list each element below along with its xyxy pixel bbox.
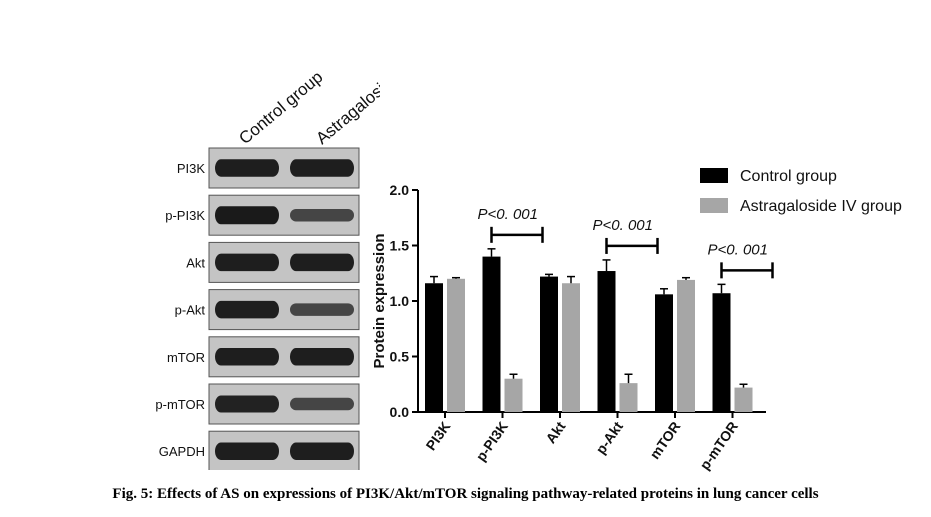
blot-row-label: PI3K — [177, 161, 206, 176]
protein-band — [290, 348, 354, 366]
protein-band — [215, 395, 279, 413]
protein-band — [215, 348, 279, 366]
y-tick-label: 1.5 — [390, 238, 410, 254]
bar-astragaloside-PI3K — [447, 278, 465, 412]
blot-row-label: p-PI3K — [165, 208, 205, 223]
x-tick-label: PI3K — [422, 419, 453, 454]
bar-astragaloside-Akt — [562, 283, 580, 412]
bar-astragaloside-mTOR — [677, 279, 695, 412]
x-tick-label: p-Akt — [592, 418, 626, 457]
bar-control-Akt — [540, 276, 558, 412]
blot-row-label: p-mTOR — [155, 397, 205, 412]
protein-band — [215, 206, 279, 225]
column-header-0: Control group — [235, 67, 326, 148]
bar-astragaloside-p-mTOR — [734, 387, 753, 412]
blot-row-label: GAPDH — [159, 444, 205, 459]
x-tick-label: mTOR — [646, 419, 683, 462]
protein-band — [290, 442, 354, 460]
bar-control-p-PI3K — [482, 256, 501, 412]
figure-caption: Fig. 5: Effects of AS on expressions of … — [112, 486, 819, 502]
blot-row-label: Akt — [186, 255, 205, 270]
y-tick-label: 1.0 — [390, 293, 410, 309]
significance-label: P<0. 001 — [593, 217, 653, 234]
protein-band — [215, 442, 279, 460]
y-tick-label: 2.0 — [390, 182, 410, 198]
significance-label: P<0. 001 — [478, 206, 538, 223]
legend-swatch-0 — [700, 168, 728, 183]
blot-row-label: mTOR — [167, 350, 205, 365]
protein-band — [215, 253, 279, 272]
y-tick-label: 0.5 — [390, 349, 410, 365]
protein-band — [290, 208, 354, 222]
legend-swatch-1 — [700, 198, 728, 213]
blot-row-label: p-Akt — [175, 303, 206, 318]
bar-control-PI3K — [425, 283, 443, 412]
protein-band — [290, 253, 354, 272]
legend-label-1: Astragaloside IV group — [740, 198, 902, 215]
bar-astragaloside-p-Akt — [619, 383, 638, 412]
legend-label-0: Control group — [740, 168, 837, 185]
bar-control-mTOR — [655, 294, 673, 412]
column-header-1: Astragaloside IV group — [312, 23, 380, 148]
y-tick-label: 0.0 — [390, 404, 410, 420]
protein-band — [290, 159, 354, 177]
bar-astragaloside-p-PI3K — [504, 378, 523, 412]
significance-label: P<0. 001 — [708, 241, 768, 258]
x-tick-label: Akt — [542, 418, 568, 446]
protein-band — [290, 303, 354, 316]
protein-band — [215, 159, 279, 177]
y-axis-label: Protein expression — [371, 233, 388, 368]
x-tick-label: p-mTOR — [696, 419, 741, 473]
protein-band — [215, 300, 279, 319]
bar-chart: 0.0 0.5 1.0 1.5 2.0 Protein expression PI3K p-P… — [371, 168, 902, 473]
protein-band — [290, 397, 354, 411]
bar-control-p-mTOR — [712, 293, 731, 412]
x-tick-label: p-PI3K — [472, 419, 511, 465]
bar-control-p-Akt — [597, 271, 616, 412]
